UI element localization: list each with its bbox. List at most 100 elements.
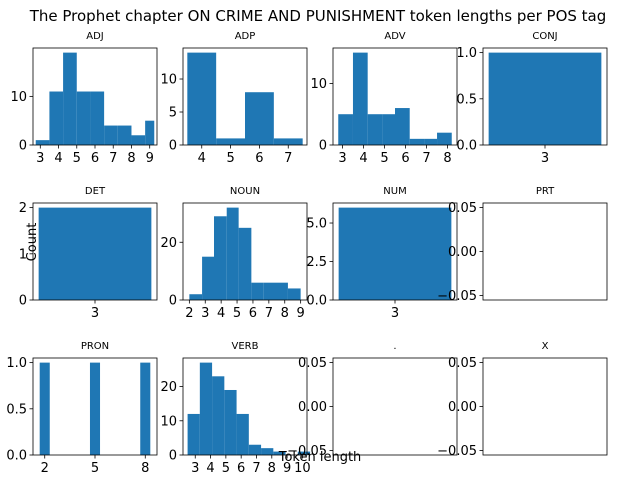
y-tick-label: 1.0 [456, 46, 477, 61]
bar [214, 216, 227, 300]
bar [90, 91, 105, 145]
bar [338, 114, 353, 145]
x-tick-label: 6 [91, 151, 99, 166]
x-tick-label: 6 [255, 151, 263, 166]
bar [424, 138, 438, 145]
x-tick-label: 9 [283, 461, 291, 476]
y-tick-label: 1 [19, 247, 27, 262]
bar [39, 362, 50, 455]
x-tick-label: 3 [201, 306, 209, 321]
y-tick-label: 0.05 [448, 201, 477, 216]
x-tick-label: 6 [401, 151, 409, 166]
x-tick-label: 8 [141, 461, 149, 476]
y-tick-label: 0 [169, 449, 177, 464]
panel-num: NUM 0.0 2.5 5.0 3 [306, 186, 458, 321]
x-tick-label: 2 [41, 461, 49, 476]
x-tick-label: 9 [297, 306, 305, 321]
bar [140, 362, 151, 455]
y-tick-label: −0.05 [287, 444, 327, 459]
y-tick-label: 5 [169, 106, 177, 121]
y-tick-label: 10 [10, 90, 27, 105]
bar [488, 52, 602, 145]
panel-conj: CONJ 0.0 0.5 1.0 3 [456, 31, 608, 166]
y-tick-label: −0.05 [437, 289, 477, 304]
x-tick-label: 5 [226, 151, 234, 166]
y-tick-label: 2.5 [306, 255, 327, 270]
panel-adp: ADP 0 5 10 4 5 6 7 [160, 31, 308, 166]
panel-punct: . −0.05 0.00 0.05 [287, 341, 458, 459]
x-tick-label: 4 [198, 151, 206, 166]
bar [199, 362, 213, 455]
axes-frame [182, 202, 308, 301]
axes-frame [332, 357, 458, 456]
bar [224, 389, 237, 455]
bar [145, 120, 155, 145]
bar [189, 294, 203, 300]
bar [38, 207, 152, 300]
y-tick-label: 20 [160, 380, 177, 395]
bar [212, 376, 225, 455]
x-tick-label: 9 [146, 151, 154, 166]
figure-title: The Prophet chapter ON CRIME AND PUNISHM… [29, 7, 607, 25]
x-tick-label: 2 [185, 306, 193, 321]
subplot-title: VERB [232, 341, 259, 352]
axes-frame [482, 357, 608, 456]
bar [263, 282, 276, 300]
bar [395, 108, 410, 145]
bar [251, 282, 264, 300]
x-tick-label: 8 [268, 461, 276, 476]
bar [248, 444, 262, 455]
x-tick-label: 4 [54, 151, 62, 166]
subplot-title: ADV [384, 31, 405, 42]
bar [352, 52, 368, 145]
y-tick-label: 0 [319, 139, 327, 154]
x-axis-label: Token length [278, 450, 362, 465]
x-tick-label: 3 [36, 151, 44, 166]
x-tick-label: 4 [359, 151, 367, 166]
y-tick-label: 0.05 [298, 356, 327, 371]
panel-noun: NOUN 0 20 2 3 4 5 6 7 8 9 [160, 186, 308, 321]
bar [49, 91, 64, 145]
y-tick-label: 0.0 [456, 139, 477, 154]
y-tick-label: 0.00 [298, 400, 327, 415]
x-tick-label: 7 [422, 151, 430, 166]
bar [245, 92, 274, 145]
subplot-title: DET [85, 186, 106, 197]
x-tick-label: 6 [237, 461, 245, 476]
x-tick-label: 7 [265, 306, 273, 321]
bar [202, 256, 214, 300]
bar [89, 362, 101, 455]
x-tick-label: 5 [91, 461, 99, 476]
panel-det: DET 0 1 2 3 [19, 186, 158, 321]
subplot-title: PRT [536, 186, 555, 197]
subplot-title: NUM [383, 186, 406, 197]
bar [261, 448, 274, 455]
y-tick-label: 1.0 [6, 356, 27, 371]
bar [76, 91, 91, 145]
x-tick-label: 5 [233, 306, 241, 321]
panel-adj: ADJ 0 10 3 4 5 6 7 8 9 [10, 31, 158, 166]
x-tick-label: 3 [391, 306, 399, 321]
y-tick-label: 0 [169, 294, 177, 309]
y-tick-label: 2 [19, 201, 27, 216]
y-tick-label: 0 [19, 139, 27, 154]
x-tick-label: 8 [281, 306, 289, 321]
panel-prt: PRT −0.05 0.00 0.05 [437, 186, 608, 304]
bar [273, 451, 286, 455]
y-tick-label: 0 [19, 294, 27, 309]
x-tick-label: 3 [91, 306, 99, 321]
x-tick-label: 3 [541, 151, 549, 166]
axes-frame [182, 47, 308, 146]
y-tick-label: 0.5 [6, 402, 27, 417]
bar [216, 138, 245, 145]
y-axis-label: Count [25, 223, 40, 262]
y-tick-label: 10 [310, 77, 327, 92]
x-tick-label: 4 [206, 461, 214, 476]
bar [338, 207, 452, 300]
x-tick-label: 5 [380, 151, 388, 166]
bar [238, 227, 252, 300]
bar [297, 451, 311, 455]
y-tick-label: −0.05 [437, 444, 477, 459]
axes-frame [182, 357, 308, 456]
